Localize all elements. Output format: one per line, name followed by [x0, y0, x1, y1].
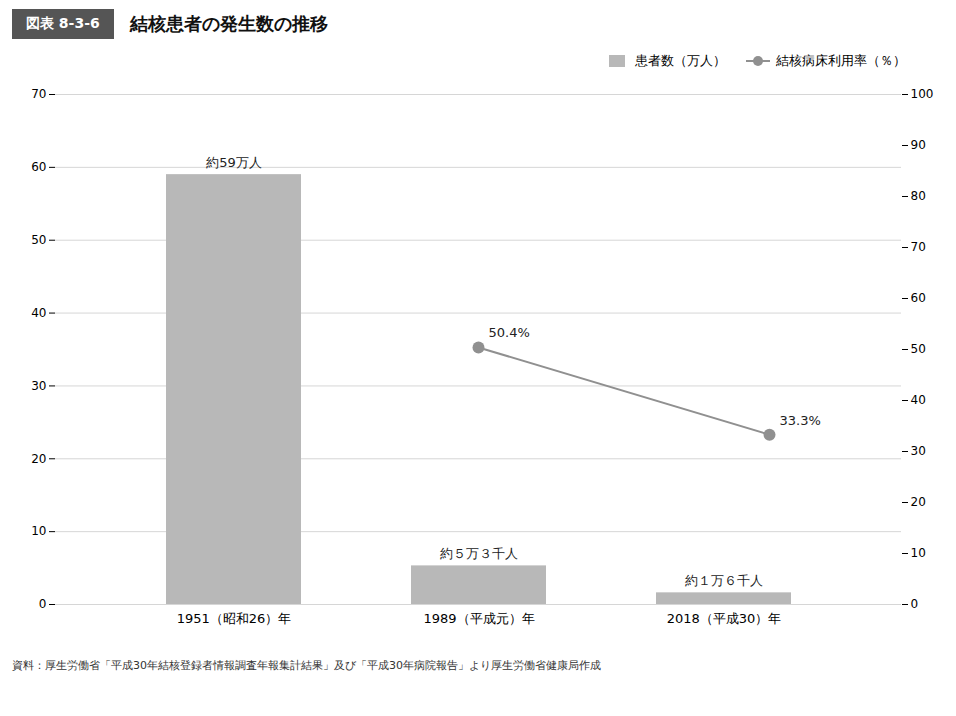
html-text:図表 8-3-6: 図表 8-3-6: [26, 15, 100, 31]
svg-text:40: 40: [31, 306, 46, 320]
svg-text:0: 0: [911, 597, 919, 611]
svg-text:約５万３千人: 約５万３千人: [440, 546, 518, 561]
svg-text:30: 30: [31, 379, 46, 393]
svg-text:2018（平成30）年: 2018（平成30）年: [667, 611, 782, 626]
svg-text:0: 0: [39, 597, 47, 611]
svg-text:20: 20: [911, 495, 926, 509]
html-text:資料：厚生労働省「平成30年結核登録者情報調査年報集計結果」: 資料：厚生労働省「平成30年結核登録者情報調査年報集計結果」及び「平成30年病院…: [12, 659, 601, 672]
html-text:患者数（万人）: 患者数（万人）: [635, 53, 726, 68]
html-text:結核患者の発生数の推移: 結核患者の発生数の推移: [129, 13, 328, 34]
svg-text:約59万人: 約59万人: [206, 155, 262, 170]
svg-text:80: 80: [911, 189, 926, 203]
svg-text:100: 100: [911, 87, 934, 101]
svg-text:50.4%: 50.4%: [489, 325, 530, 340]
svg-text:30: 30: [911, 444, 926, 458]
svg-text:10: 10: [911, 546, 926, 560]
svg-text:10: 10: [31, 524, 46, 538]
svg-text:1951（昭和26）年: 1951（昭和26）年: [177, 611, 292, 626]
svg-text:70: 70: [911, 240, 926, 254]
svg-text:50: 50: [911, 342, 926, 356]
svg-text:70: 70: [31, 87, 46, 101]
svg-text:40: 40: [911, 393, 926, 407]
svg-text:20: 20: [31, 452, 46, 466]
svg-text:1989（平成元）年: 1989（平成元）年: [423, 611, 534, 626]
svg-text:60: 60: [911, 291, 926, 305]
svg-text:33.3%: 33.3%: [780, 413, 821, 428]
svg-text:約１万６千人: 約１万６千人: [685, 573, 763, 588]
svg-text:60: 60: [31, 160, 46, 174]
html-text:結核病床利用率（％）: 結核病床利用率（％）: [776, 53, 906, 68]
svg-text:50: 50: [31, 233, 46, 247]
svg-text:90: 90: [911, 138, 926, 152]
